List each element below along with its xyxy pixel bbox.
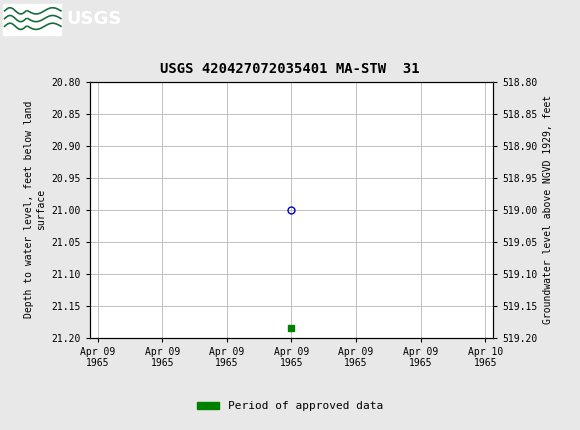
- Text: USGS: USGS: [67, 10, 122, 28]
- Legend: Period of approved data: Period of approved data: [193, 397, 387, 416]
- Y-axis label: Depth to water level, feet below land
surface: Depth to water level, feet below land su…: [24, 101, 46, 318]
- FancyBboxPatch shape: [3, 4, 61, 35]
- Y-axis label: Groundwater level above NGVD 1929, feet: Groundwater level above NGVD 1929, feet: [543, 95, 553, 324]
- Text: USGS 420427072035401 MA-STW  31: USGS 420427072035401 MA-STW 31: [160, 62, 420, 76]
